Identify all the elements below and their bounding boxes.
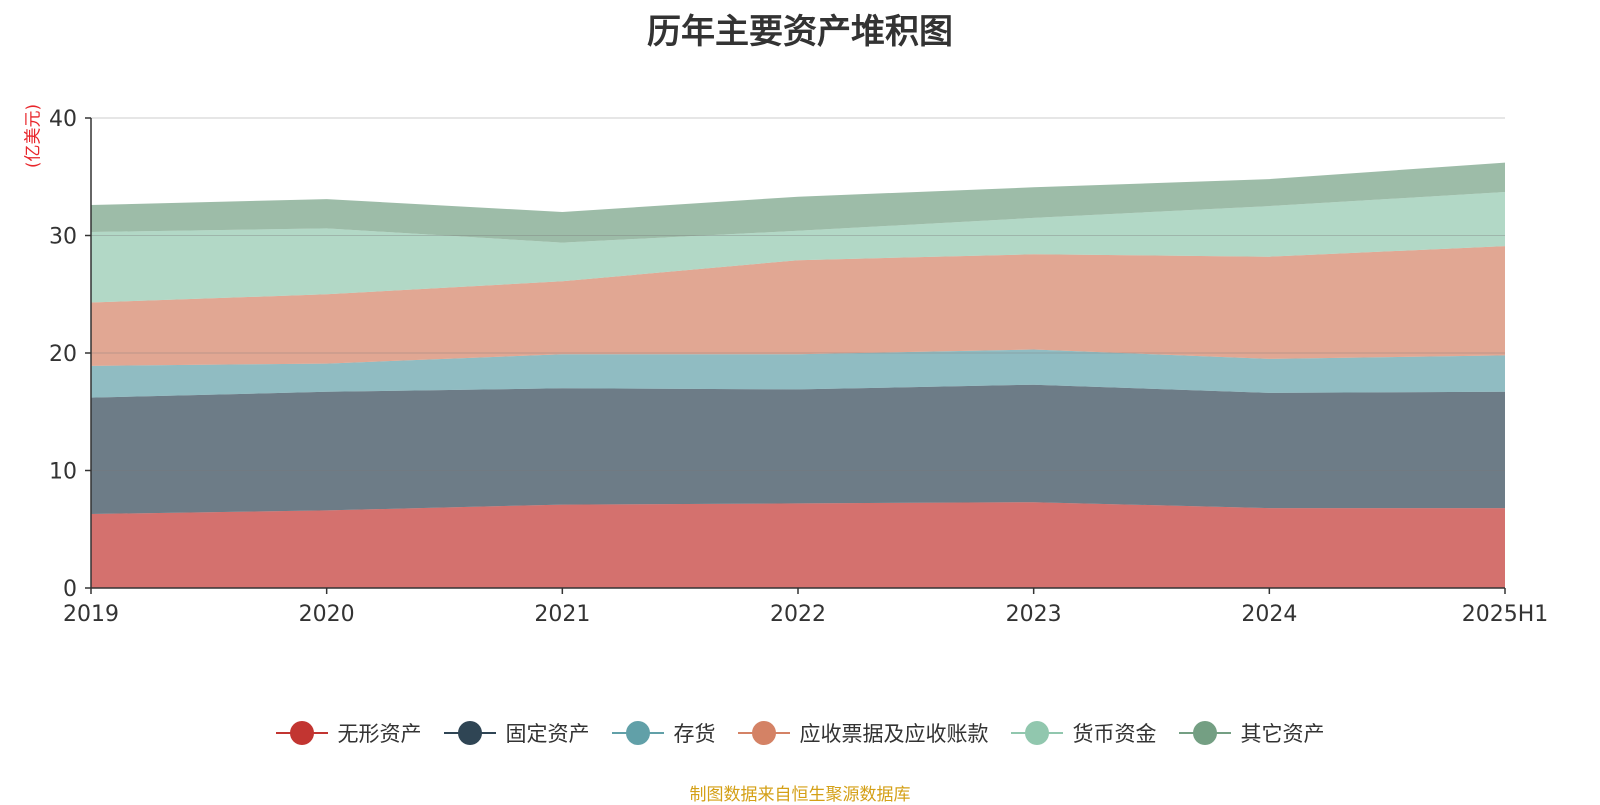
legend-item-3[interactable]: 应收票据及应收账款: [737, 718, 989, 748]
y-tick-label-4: 40: [49, 107, 77, 132]
legend-label: 应收票据及应收账款: [799, 722, 989, 746]
legend-label: 固定资产: [505, 722, 590, 746]
x-tick-label-6: 2025H1: [1462, 602, 1549, 627]
area-series-0: [91, 502, 1505, 588]
area-series-5: [91, 162, 1505, 243]
legend-item-5[interactable]: 其它资产: [1178, 718, 1325, 748]
y-tick-label-2: 20: [49, 342, 77, 367]
area-series-2: [91, 349, 1505, 398]
area-series-1: [91, 384, 1505, 514]
legend-marker-icon: [443, 721, 496, 745]
axes: 0 10 20 30 40 2019 2020 2021 2022 2023 2024 2025H1: [49, 107, 1548, 627]
legend-item-2[interactable]: 存货: [611, 718, 716, 748]
legend-marker-icon: [1178, 721, 1231, 745]
legend-marker-icon: [737, 721, 790, 745]
legend-marker-icon: [275, 721, 328, 745]
x-tick-label-1: 2020: [299, 602, 355, 627]
y-tick-label-1: 10: [49, 460, 77, 485]
area-series-group: [91, 162, 1505, 588]
x-tick-label-2: 2021: [534, 602, 590, 627]
legend-label: 存货: [673, 722, 716, 746]
area-series-4: [91, 192, 1505, 303]
legend-item-4[interactable]: 货币资金: [1010, 718, 1157, 748]
legend-item-0[interactable]: 无形资产: [275, 718, 422, 748]
chart-title: 历年主要资产堆积图: [647, 12, 953, 52]
y-tick-label-0: 0: [63, 577, 77, 602]
x-tick-label-3: 2022: [770, 602, 826, 627]
legend-label: 无形资产: [337, 722, 422, 746]
legend-label: 货币资金: [1072, 722, 1157, 746]
stacked-area-chart: 0 10 20 30 40 2019 2020 2021 2022 2023 2024 2025H1: [49, 107, 1548, 627]
grid-lines: [91, 117, 1505, 471]
x-tick-label-4: 2023: [1006, 602, 1062, 627]
x-tick-label-5: 2024: [1241, 602, 1297, 627]
legend-label: 其它资产: [1240, 722, 1325, 746]
x-tick-label-0: 2019: [63, 602, 119, 627]
area-series-3: [91, 246, 1505, 366]
y-tick-label-3: 30: [49, 225, 77, 250]
legend-item-1[interactable]: 固定资产: [443, 718, 590, 748]
source-note: 制图数据来自恒生聚源数据库: [689, 785, 911, 805]
legend-marker-icon: [611, 721, 664, 745]
legend: 无形资产 固定资产 存货 应收票据及应收账款 货币资金 其它资产: [0, 718, 1600, 748]
legend-marker-icon: [1010, 721, 1063, 745]
